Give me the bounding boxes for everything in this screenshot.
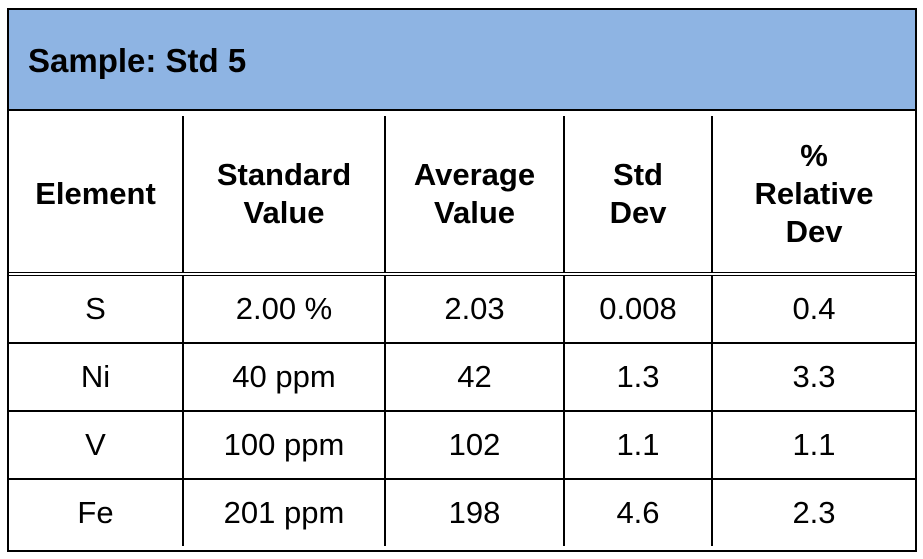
cell-standard-value: 2.00 % <box>182 273 386 344</box>
sample-title: Sample: Std 5 <box>28 42 247 79</box>
header-relative-dev-label: % Relative Dev <box>754 138 874 249</box>
header-standard-value: Standard Value <box>182 116 386 276</box>
cell-average-value: 102 <box>384 410 565 480</box>
cell-std-dev: 0.008 <box>563 273 713 344</box>
cell-standard-value: 40 ppm <box>182 342 386 412</box>
results-table: Element Standard Value Average Value Std… <box>9 116 915 546</box>
cell-std-dev: 4.6 <box>563 478 713 546</box>
header-average-value-label: Average Value <box>413 157 536 230</box>
cell-element: Ni <box>9 342 184 412</box>
table-row: S 2.00 % 2.03 0.008 0.4 <box>9 273 915 344</box>
header-std-dev-label: Std Dev <box>609 157 667 230</box>
cell-standard-value: 201 ppm <box>182 478 386 546</box>
cell-element: S <box>9 273 184 344</box>
title-bar: Sample: Std 5 <box>9 10 915 111</box>
header-element: Element <box>9 116 184 276</box>
cell-element: Fe <box>9 478 184 546</box>
cell-relative-dev: 1.1 <box>711 410 915 480</box>
cell-average-value: 2.03 <box>384 273 565 344</box>
header-std-dev: Std Dev <box>563 116 713 276</box>
header-row: Element Standard Value Average Value Std… <box>9 116 915 276</box>
header-standard-value-label: Standard Value <box>216 157 352 230</box>
cell-std-dev: 1.1 <box>563 410 713 480</box>
cell-element: V <box>9 410 184 480</box>
cell-relative-dev: 3.3 <box>711 342 915 412</box>
table-row: Ni 40 ppm 42 1.3 3.3 <box>9 342 915 412</box>
cell-std-dev: 1.3 <box>563 342 713 412</box>
cell-relative-dev: 2.3 <box>711 478 915 546</box>
header-relative-dev: % Relative Dev <box>711 116 915 276</box>
header-average-value: Average Value <box>384 116 565 276</box>
table-row: V 100 ppm 102 1.1 1.1 <box>9 410 915 480</box>
cell-average-value: 198 <box>384 478 565 546</box>
results-table-frame: Sample: Std 5 Element Standard Value Ave… <box>7 8 917 552</box>
cell-standard-value: 100 ppm <box>182 410 386 480</box>
table-row: Fe 201 ppm 198 4.6 2.3 <box>9 478 915 546</box>
cell-relative-dev: 0.4 <box>711 273 915 344</box>
cell-average-value: 42 <box>384 342 565 412</box>
